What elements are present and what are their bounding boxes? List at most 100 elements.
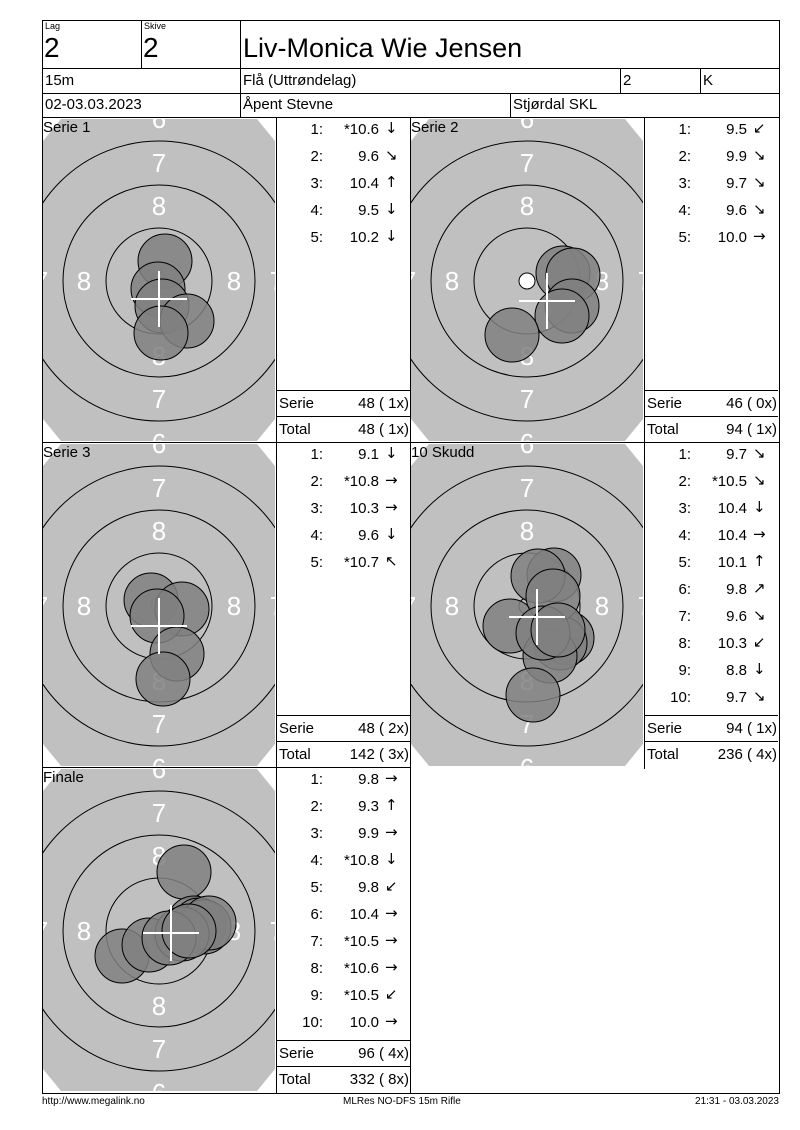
shot-score: 9.6	[358, 148, 379, 165]
date-cell: 02-03.03.2023	[42, 93, 241, 118]
shot-number: 6:	[310, 906, 323, 923]
ring-label: 6	[152, 444, 166, 459]
footer-url[interactable]: http://www.megalink.no	[42, 1096, 145, 1107]
shot-row: 4: 9.5 ↓	[277, 199, 411, 226]
shot-score: 9.9	[726, 148, 747, 165]
ring-label: 6	[520, 119, 534, 134]
shot-number: 8:	[678, 635, 691, 652]
shot-row: 1: 9.5 ↙	[645, 118, 779, 145]
shot-list: 1: 9.8 → 2: 9.3 ↑ 3: 9.9 → 4: *10.8 ↓ 5: 9.8 ↙ 6: 10.4 → 7…	[276, 768, 410, 1094]
shot-number: 7:	[678, 608, 691, 625]
ring-label: 6	[152, 1078, 166, 1091]
ring-label: 6	[520, 428, 534, 441]
arrow-right-icon: →	[385, 471, 398, 489]
shot-number: 3:	[310, 500, 323, 517]
target-image: 888877776666	[411, 444, 643, 766]
ring-label: 8	[227, 266, 241, 296]
ring-label: 7	[152, 148, 166, 178]
club-cell: Flå (Uttrøndelag)	[240, 68, 621, 94]
shot-score: *10.7	[343, 554, 379, 571]
shot-score: 9.3	[358, 798, 379, 815]
arrow-down-left-icon: ↙	[385, 985, 398, 1003]
shot-row: 6: 9.8 ↗	[645, 578, 779, 605]
shot-row: 5: 9.8 ↙	[277, 876, 411, 903]
ring-label: 6	[520, 753, 534, 766]
skive-cell: Skive 2	[141, 20, 241, 69]
shot-score: 9.7	[726, 446, 747, 463]
shot-number: 5:	[678, 554, 691, 571]
total-label: Total	[647, 746, 679, 763]
shot-number: 5:	[310, 229, 323, 246]
arrow-right-icon: →	[385, 823, 398, 841]
series-panel: 88887777666610 Skudd1:9.7↘2:*10.5↘3:10.4…	[410, 442, 779, 769]
lag-cell: Lag 2	[42, 20, 142, 69]
arrow-right-icon: →	[385, 958, 398, 976]
serie-sum-row: Serie 46 ( 0x)	[645, 390, 778, 417]
shot-score: 10.4	[349, 175, 379, 192]
shot-score: 10.3	[717, 635, 747, 652]
shot-score: 9.6	[726, 608, 747, 625]
arrow-down-right-icon: ↘	[753, 606, 766, 624]
shot-number: 5:	[310, 554, 323, 571]
total-sum-row: Total 94 ( 1x)	[645, 416, 778, 443]
target-ring	[411, 465, 643, 747]
ring-label: 7	[411, 591, 416, 621]
arrow-down-right-icon: ↘	[753, 687, 766, 705]
shot-score: *10.5	[343, 987, 379, 1004]
shot-score: 10.4	[717, 500, 747, 517]
skive-value: 2	[143, 32, 159, 63]
ring-label: 6	[152, 428, 166, 441]
shot-number: 6:	[678, 581, 691, 598]
ring-label: 7	[638, 266, 643, 296]
ring-label: 8	[445, 266, 459, 296]
ring-label: 8	[77, 916, 91, 946]
arrow-right-icon: →	[385, 931, 398, 949]
total-sum-row: Total 236 ( 4x)	[645, 741, 778, 768]
arrow-up-left-icon: ↖	[385, 552, 398, 570]
shot-score: 9.7	[726, 689, 747, 706]
ring-label: 8	[152, 991, 166, 1021]
shot-row: 4: *10.8 ↓	[277, 849, 411, 876]
serie-label: Serie	[647, 720, 683, 737]
ring-label: 7	[43, 591, 48, 621]
shot-row: 2: *10.8 →	[277, 470, 411, 497]
shot-row: 8: 10.3 ↙	[645, 632, 779, 659]
shot-hole	[133, 305, 189, 361]
shot-list: 1: *10.6 ↓ 2: 9.6 ↘ 3: 10.4 ↑ 4: 9.5 ↓ 5: 10.2 ↓ Serie 4…	[276, 118, 410, 444]
target-image: 888877776666	[43, 444, 275, 766]
ring-label: 8	[595, 591, 609, 621]
arrow-down-left-icon: ↙	[385, 877, 398, 895]
shooter-name: Liv-Monica Wie Jensen	[243, 33, 523, 63]
target-ring	[43, 140, 275, 422]
total-label: Total	[279, 421, 311, 438]
class-cell: K	[700, 68, 780, 94]
arrow-down-right-icon: ↘	[753, 200, 766, 218]
total-label: Total	[647, 421, 679, 438]
arrow-down-icon: ↓	[385, 200, 398, 218]
shot-hole	[534, 288, 590, 344]
shot-number: 1:	[678, 121, 691, 138]
shot-number: 3:	[678, 175, 691, 192]
skive-label: Skive	[144, 21, 167, 31]
total-score: 236 ( 4x)	[717, 746, 777, 763]
series-panel: 888877776666Finale1:9.8→2:9.3↑3:9.9→4:*1…	[42, 767, 411, 1094]
ring-label: 7	[411, 266, 416, 296]
shot-number: 2:	[678, 148, 691, 165]
shot-score: 10.3	[349, 500, 379, 517]
shot-row: 5: 10.2 ↓	[277, 226, 411, 253]
shot-score: *10.5	[711, 473, 747, 490]
shot-row: 1: 9.8 →	[277, 768, 411, 795]
shot-list: 1: 9.5 ↙ 2: 9.9 ↘ 3: 9.7 ↘ 4: 9.6 ↘ 5: 10.0 → Serie 46 (…	[644, 118, 778, 444]
shot-score: 10.1	[717, 554, 747, 571]
target-ring	[62, 834, 256, 1028]
shot-score: 8.8	[726, 662, 747, 679]
shot-row: 3: 9.9 →	[277, 822, 411, 849]
shot-number: 3:	[310, 175, 323, 192]
shot-row: 1: 9.1 ↓	[277, 443, 411, 470]
total-score: 142 ( 3x)	[349, 746, 409, 763]
organizer-cell: Stjørdal SKL	[510, 93, 780, 118]
class: K	[703, 72, 714, 89]
shot-score: 10.2	[349, 229, 379, 246]
class-number: 2	[623, 72, 632, 89]
